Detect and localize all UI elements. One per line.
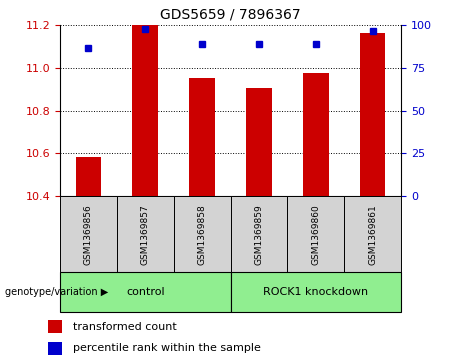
Bar [344, 196, 401, 272]
Bar [60, 272, 230, 312]
Bar [303, 73, 329, 196]
Bar [189, 78, 215, 196]
Bar [246, 88, 272, 196]
Text: GSM1369859: GSM1369859 [254, 204, 263, 265]
Text: GSM1369858: GSM1369858 [198, 204, 207, 265]
Bar [230, 196, 287, 272]
Bar [132, 25, 158, 196]
Bar [48, 320, 62, 333]
Bar [76, 156, 101, 196]
Bar [117, 196, 174, 272]
Text: control: control [126, 287, 165, 297]
Text: GSM1369861: GSM1369861 [368, 204, 377, 265]
Bar [60, 196, 117, 272]
Bar [230, 272, 401, 312]
Bar [174, 196, 230, 272]
Bar [287, 196, 344, 272]
Text: percentile rank within the sample: percentile rank within the sample [73, 343, 261, 354]
Bar [48, 342, 62, 355]
Text: GSM1369860: GSM1369860 [311, 204, 320, 265]
Text: transformed count: transformed count [73, 322, 177, 332]
Text: GSM1369857: GSM1369857 [141, 204, 150, 265]
Bar [360, 33, 385, 196]
Text: genotype/variation ▶: genotype/variation ▶ [5, 287, 108, 297]
Text: GSM1369856: GSM1369856 [84, 204, 93, 265]
Text: ROCK1 knockdown: ROCK1 knockdown [263, 287, 368, 297]
Title: GDS5659 / 7896367: GDS5659 / 7896367 [160, 8, 301, 21]
